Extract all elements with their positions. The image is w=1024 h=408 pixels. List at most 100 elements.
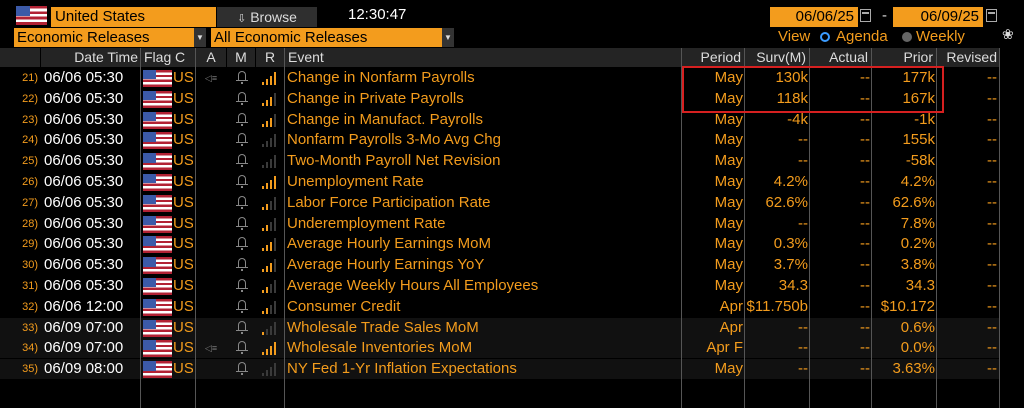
release-filter-select[interactable]: All Economic Releases ▼: [211, 28, 454, 47]
row-period: May: [714, 110, 743, 128]
row-period: May: [714, 131, 743, 149]
header-actual[interactable]: Actual: [810, 48, 871, 67]
row-number: 34): [22, 342, 38, 355]
bell-icon[interactable]: [236, 133, 248, 147]
row-country: US: [173, 89, 193, 107]
country-field[interactable]: United States: [51, 7, 216, 27]
header-row-num: [0, 48, 40, 67]
table-row[interactable]: 28) 06/06 05:30 US Underemployment Rate May -…: [0, 214, 1000, 234]
row-number: 22): [22, 92, 38, 105]
view-option-weekly[interactable]: Weekly: [916, 28, 965, 45]
table-row[interactable]: 31) 06/06 05:30 US Average Weekly Hours All…: [0, 276, 1000, 296]
row-period: May: [714, 360, 743, 378]
table-row[interactable]: 30) 06/06 05:30 US Average Hourly Earnings …: [0, 255, 1000, 275]
table-row[interactable]: 29) 06/06 05:30 US Average Hourly Earnings …: [0, 234, 1000, 254]
us-flag-icon: [143, 111, 172, 129]
row-revised: --: [987, 318, 997, 336]
row-country: US: [173, 69, 193, 86]
bell-icon[interactable]: [236, 258, 248, 272]
row-prior: 34.3: [905, 277, 935, 294]
table-row[interactable]: 32) 06/06 12:00 US Consumer Credit Apr $11.75…: [0, 297, 1000, 317]
bell-icon[interactable]: [236, 112, 248, 126]
header-revised[interactable]: Revised: [937, 48, 1000, 67]
bell-icon[interactable]: [236, 320, 248, 334]
row-event: NY Fed 1-Yr Inflation Expectations: [287, 360, 517, 378]
relevance-bars-icon: [262, 300, 278, 314]
radio-weekly[interactable]: [902, 32, 912, 42]
radio-agenda[interactable]: [820, 32, 830, 42]
row-event: Average Hourly Earnings MoM: [287, 235, 491, 253]
bell-icon[interactable]: [236, 279, 248, 292]
speaker-icon[interactable]: ◁≡: [204, 343, 218, 354]
calendar-icon[interactable]: [986, 9, 997, 22]
bell-icon[interactable]: [236, 71, 248, 84]
clock: 12:30:47: [348, 6, 407, 23]
chevron-down-icon[interactable]: ▼: [442, 28, 454, 47]
table-row[interactable]: 35) 06/09 08:00 US NY Fed 1-Yr Inflation Ex…: [0, 359, 1000, 380]
table-row[interactable]: 34) 06/09 07:00 US Wholesale Inventories Mo…: [0, 338, 1000, 359]
header-event[interactable]: Event: [285, 48, 681, 67]
release-type-select[interactable]: Economic Releases ▼: [14, 28, 206, 47]
header-datetime[interactable]: Date Time: [41, 48, 141, 67]
bell-icon[interactable]: [236, 195, 248, 209]
row-event: Wholesale Trade Sales MoM: [287, 318, 479, 336]
relevance-bars-icon: [262, 71, 278, 85]
bell-icon[interactable]: [236, 237, 248, 251]
header-flag[interactable]: Flag: [141, 48, 172, 67]
row-survey: --: [798, 360, 808, 378]
row-period: May: [714, 152, 743, 170]
table-row[interactable]: 21) 06/06 05:30 US Change in Nonfarm Payrol…: [0, 68, 1000, 88]
speaker-icon[interactable]: ◁≡: [204, 73, 218, 83]
row-survey: 130k: [775, 69, 808, 86]
row-survey: --: [798, 339, 808, 357]
bell-icon[interactable]: [236, 216, 248, 230]
release-filter-value: All Economic Releases: [214, 29, 368, 46]
bell-icon[interactable]: [236, 91, 248, 105]
row-datetime: 06/06 12:00: [44, 297, 124, 315]
header-period[interactable]: Period: [682, 48, 744, 67]
table-row[interactable]: 22) 06/06 05:30 US Change in Private Payrol…: [0, 89, 1000, 109]
header-a[interactable]: A: [196, 48, 226, 67]
row-number: 26): [22, 176, 38, 188]
row-number: 33): [22, 321, 38, 334]
bell-icon[interactable]: [236, 362, 248, 376]
date-to-field[interactable]: 06/09/25: [893, 7, 983, 27]
bell-icon[interactable]: [236, 175, 248, 188]
row-number: 25): [22, 155, 38, 168]
row-number: 27): [22, 196, 38, 209]
row-event: Two-Month Payroll Net Revision: [287, 152, 501, 170]
row-prior: 3.8%: [900, 256, 935, 274]
row-period: May: [714, 277, 743, 294]
table-row[interactable]: 27) 06/06 05:30 US Labor Force Participatio…: [0, 193, 1000, 213]
view-option-agenda[interactable]: Agenda: [836, 28, 888, 45]
row-revised: --: [987, 69, 997, 86]
table-row[interactable]: 24) 06/06 05:30 US Nonfarm Payrolls 3-Mo Av…: [0, 130, 1000, 150]
table-row[interactable]: 25) 06/06 05:30 US Two-Month Payroll Net Re…: [0, 151, 1000, 171]
row-actual: --: [860, 110, 870, 128]
bell-icon[interactable]: [236, 341, 248, 355]
row-number: 21): [22, 72, 38, 84]
download-icon: ⇩: [237, 13, 247, 25]
browse-button[interactable]: ⇩ Browse: [217, 7, 317, 27]
row-revised: --: [987, 131, 997, 149]
chevron-down-icon[interactable]: ▼: [194, 28, 206, 47]
calendar-icon[interactable]: [860, 9, 871, 22]
header-country[interactable]: C: [172, 48, 195, 67]
bell-icon[interactable]: [236, 299, 248, 313]
header-r[interactable]: R: [256, 48, 284, 67]
column-divider: [140, 48, 141, 408]
bell-icon[interactable]: [236, 154, 248, 168]
relevance-bars-icon: [262, 258, 278, 273]
table-row[interactable]: 23) 06/06 05:30 US Change in Manufact. Payr…: [0, 110, 1000, 130]
date-from-field[interactable]: 06/06/25: [770, 7, 858, 27]
header-m[interactable]: M: [227, 48, 255, 67]
relevance-bars-icon: [262, 92, 278, 106]
row-prior: -1k: [914, 110, 935, 128]
relevance-bars-icon: [262, 113, 278, 127]
header-prior[interactable]: Prior: [872, 48, 936, 67]
header-survey[interactable]: Surv(M): [745, 48, 809, 67]
pin-icon[interactable]: ❀: [1002, 26, 1014, 42]
table-row[interactable]: 33) 06/09 07:00 US Wholesale Trade Sales Mo…: [0, 317, 1000, 338]
relevance-bars-icon: [262, 362, 278, 377]
table-row[interactable]: 26) 06/06 05:30 US Unemployment Rate May 4.2%…: [0, 172, 1000, 192]
